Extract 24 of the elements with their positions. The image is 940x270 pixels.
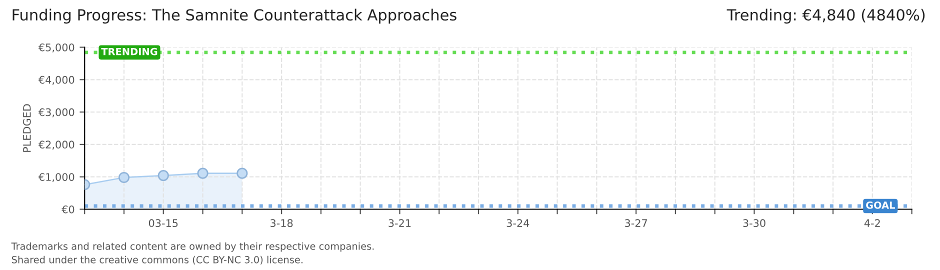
- point: [118, 172, 130, 184]
- y-tick-label: €3,000: [38, 108, 74, 118]
- x-tick-label: 3-24: [506, 219, 530, 228]
- ref-line-label: TRENDING: [101, 48, 158, 56]
- text: Shared under the creative commons (CC BY-NC 3.0) license.: [12, 256, 302, 265]
- text: Trademarks and related content are owned by their respective companies.: [11, 242, 374, 252]
- x-tick-label: 3-21: [388, 219, 411, 228]
- point: [158, 170, 169, 182]
- ref-line-label: GOAL: [866, 201, 895, 209]
- y-axis-title: PLEDGED: [22, 104, 31, 152]
- y-tick-label: €5,000: [38, 43, 74, 52]
- point: [197, 168, 208, 179]
- x-tick-label: 3-30: [743, 219, 766, 228]
- y-tick-label: €0: [62, 205, 74, 214]
- x-tick-label: 3-18: [270, 219, 293, 228]
- y-tick-label: €4,000: [38, 76, 74, 85]
- y-tick-label: €2,000: [38, 140, 74, 150]
- x-tick-label: 4-2: [864, 219, 880, 227]
- chart-title: Funding Progress: The Samnite Counterattack Approaches: [12, 8, 456, 24]
- point: [236, 168, 248, 179]
- y-tick-label: €1,000: [38, 173, 74, 182]
- x-tick-label: 03-15: [148, 219, 178, 228]
- x-tick-label: 3-27: [625, 219, 647, 228]
- chart-subtitle: Trending: €4,840 (4840%): [726, 8, 925, 24]
